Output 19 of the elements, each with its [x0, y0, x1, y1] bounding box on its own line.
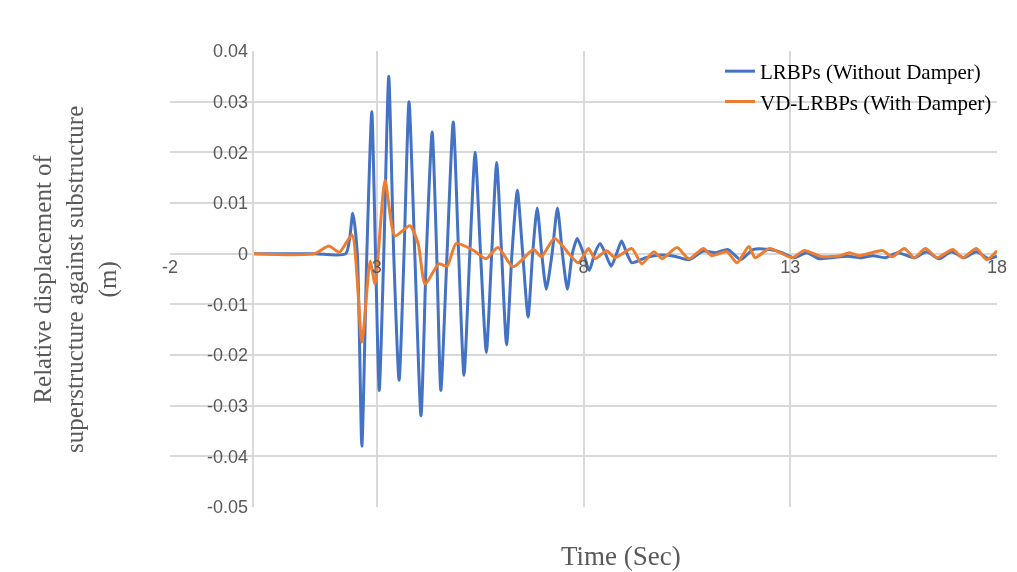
y-tick-label: 0.04 [213, 41, 249, 62]
x-axis-title: Time (Sec) [561, 541, 681, 571]
y-tick-label: 0.02 [213, 142, 249, 163]
x-tick-label: -2 [161, 256, 179, 277]
y-tick-label: -0.03 [207, 395, 249, 416]
x-tick-label: 3 [371, 256, 382, 277]
y-tick-label: -0.02 [207, 345, 249, 366]
y-tick-label: 0.01 [213, 193, 249, 214]
x-tick-label: 8 [578, 256, 589, 277]
legend-label: VD-LRBPs (With Damper) [760, 90, 992, 115]
x-tick-label: 13 [780, 256, 801, 277]
y-tick-label: 0 [238, 243, 249, 264]
x-tick-label: 18 [986, 256, 1008, 277]
y-tick-label: 0.03 [213, 91, 249, 112]
y-tick-label: -0.05 [207, 497, 249, 518]
y-tick-label: -0.01 [207, 294, 249, 315]
y-axis-title: Relative displacement of superstructure against substructure (m) [28, 105, 122, 453]
legend-label: LRBPs (Without Damper) [760, 60, 981, 85]
y-tick-label: -0.04 [207, 446, 249, 467]
